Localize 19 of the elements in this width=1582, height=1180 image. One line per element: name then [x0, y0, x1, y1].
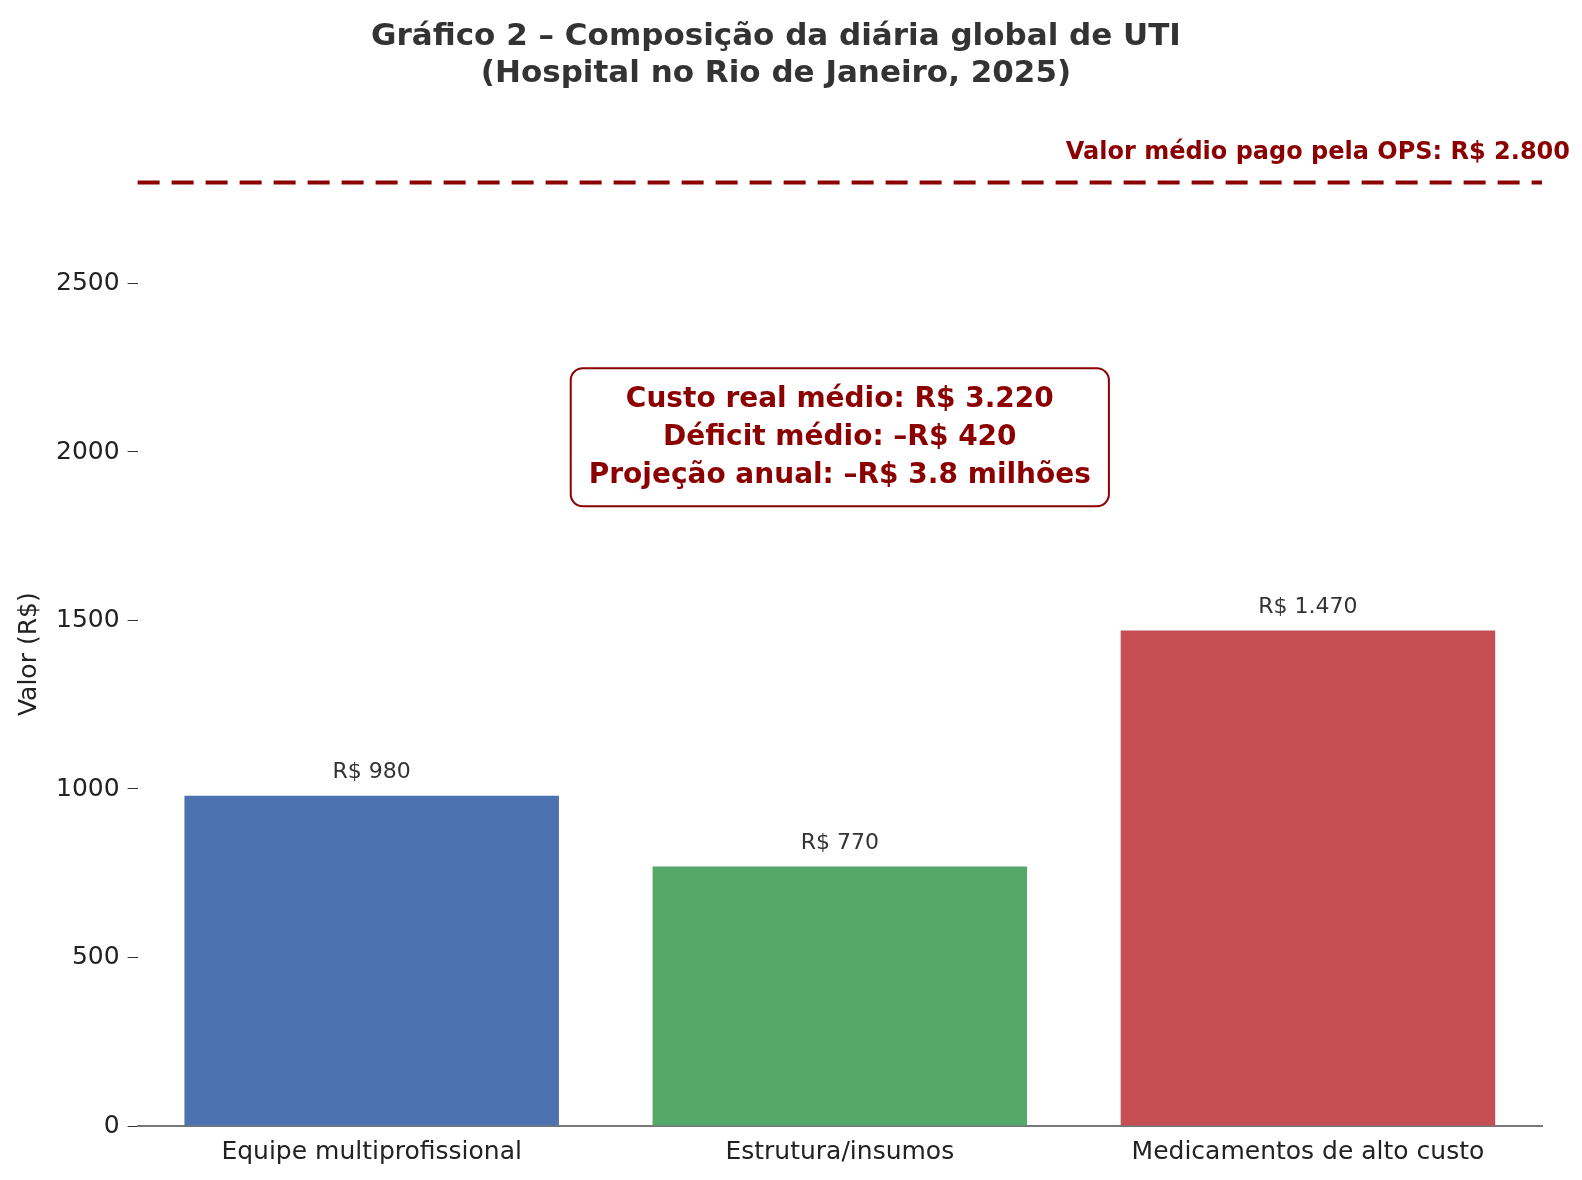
annotation: Custo real médio: R$ 3.220 Déficit médio: –R$ 420 Projeção anual: –R$ 3.8 milhões	[588, 380, 1091, 490]
y-tick-label: 1500	[56, 604, 120, 633]
y-tick-label: 2500	[56, 267, 120, 296]
bar	[652, 866, 1028, 1126]
x-tick-label: Medicamentos de alto custo	[1131, 1135, 1485, 1165]
data-label: R$ 1.470	[1258, 593, 1358, 619]
data-label: R$ 980	[332, 758, 411, 784]
ref-line-label: Valor médio pago pela OPS: R$ 2.800	[1065, 136, 1570, 165]
y-tick-label: 2000	[56, 435, 120, 465]
x-tick-label: Equipe multiprofissional	[221, 1135, 522, 1165]
y-tick-label: 1000	[56, 772, 120, 802]
x-tick-label: Estrutura/insumos	[725, 1135, 955, 1165]
chart-title: Gráfico 2 – Composição da diária global de UTI (Hospital no Rio de Janeiro, 2025)	[371, 15, 1181, 89]
y-tick-label: 0	[103, 1109, 120, 1139]
data-label: R$ 770	[800, 829, 879, 855]
bar	[184, 795, 559, 1126]
y-axis-title: Valor (R$)	[12, 592, 42, 717]
y-tick-label: 500	[71, 941, 120, 970]
bar	[1120, 630, 1496, 1126]
